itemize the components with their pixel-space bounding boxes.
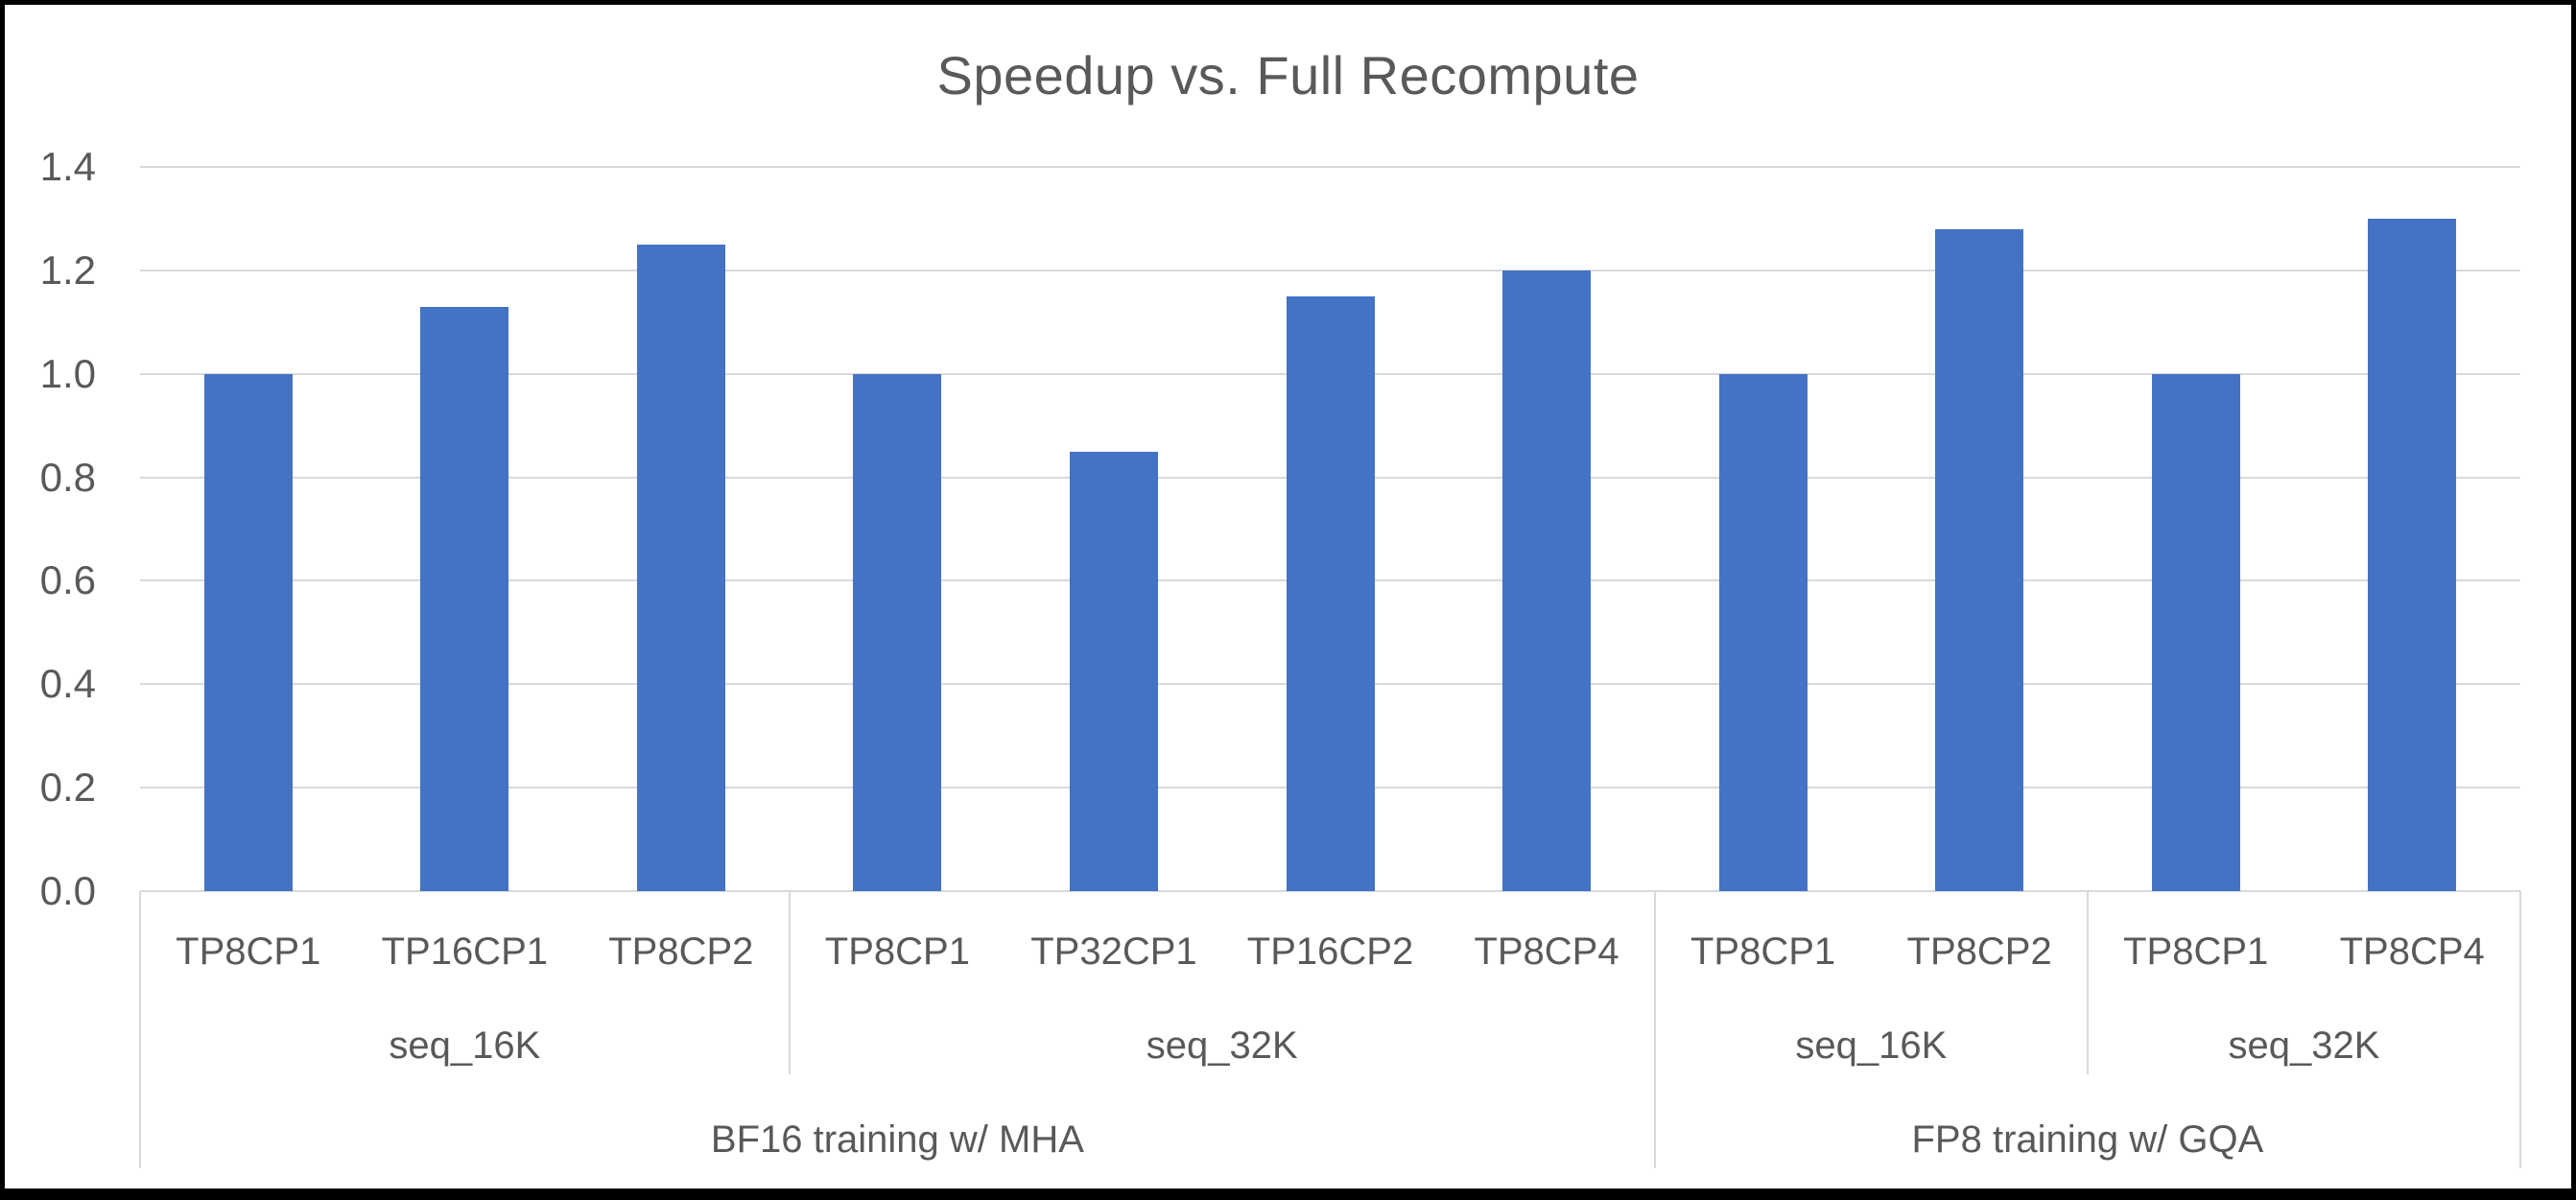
bar xyxy=(2151,373,2240,891)
category-axis-left-edge xyxy=(139,891,141,1168)
bar xyxy=(1069,451,1158,891)
seq-group-divider xyxy=(788,891,791,1074)
x-axis-category-label: TP32CP1 xyxy=(1030,930,1197,973)
x-axis-category-label: TP8CP1 xyxy=(824,930,970,973)
bar xyxy=(1718,373,1808,891)
screenshot-border-left xyxy=(0,0,5,1200)
y-axis-tick-label: 1.2 xyxy=(39,247,96,293)
screenshot-border-bottom xyxy=(0,1188,2576,1200)
x-axis-category-label: TP8CP4 xyxy=(1474,930,1619,973)
x-axis-line xyxy=(140,890,2520,892)
bar xyxy=(1286,295,1375,891)
bar xyxy=(1502,270,1592,891)
x-axis-training-group-label: BF16 training w/ MHA xyxy=(710,1118,1084,1161)
x-axis-category-label: TP8CP2 xyxy=(608,930,754,973)
screenshot-border-top xyxy=(0,0,2576,5)
x-axis-category-label: TP8CP2 xyxy=(1906,930,2052,973)
x-axis-training-group-label: FP8 training w/ GQA xyxy=(1911,1118,2264,1161)
bar xyxy=(1935,228,2024,891)
bar xyxy=(420,306,509,891)
x-axis-category-label: TP16CP1 xyxy=(381,930,548,973)
x-axis-category-label: TP8CP1 xyxy=(1690,930,1836,973)
y-axis-tick-label: 0.4 xyxy=(39,661,96,707)
y-gridline xyxy=(140,269,2520,271)
y-axis-tick-label: 0.6 xyxy=(39,557,96,603)
y-axis-tick-label: 0.8 xyxy=(39,454,96,500)
y-axis-tick-label: 0.2 xyxy=(39,765,96,811)
x-axis-category-label: TP16CP2 xyxy=(1246,930,1414,973)
y-gridline xyxy=(140,166,2520,168)
x-axis-seq-group-label: seq_16K xyxy=(1795,1024,1948,1067)
category-axis-right-edge xyxy=(2519,891,2521,1168)
x-axis-category-label: TP8CP1 xyxy=(176,930,321,973)
bar xyxy=(2368,218,2457,891)
bar xyxy=(853,373,942,891)
training-group-divider xyxy=(1653,891,1656,1168)
bar xyxy=(203,373,293,891)
chart-title: Speedup vs. Full Recompute xyxy=(936,45,1640,106)
y-axis-tick-label: 1.0 xyxy=(39,350,96,396)
x-axis-seq-group-label: seq_16K xyxy=(389,1024,541,1067)
bar xyxy=(636,244,725,891)
y-axis-tick-label: 1.4 xyxy=(39,144,96,189)
seq-group-divider xyxy=(2086,891,2089,1074)
x-axis-seq-group-label: seq_32K xyxy=(1146,1024,1298,1067)
y-axis-tick-label: 0.0 xyxy=(39,868,96,913)
x-axis-category-label: TP8CP4 xyxy=(2339,930,2485,973)
x-axis-category-label: TP8CP1 xyxy=(2123,930,2269,973)
screenshot-border-right xyxy=(2571,0,2576,1200)
x-axis-seq-group-label: seq_32K xyxy=(2228,1024,2380,1067)
